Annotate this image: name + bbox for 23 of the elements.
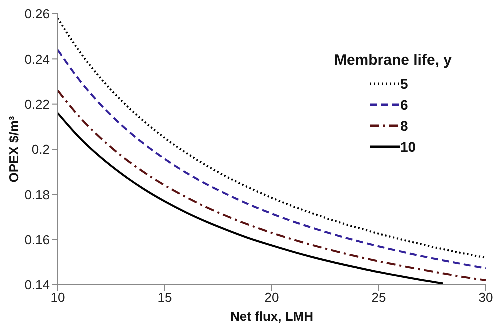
- y-tick-label: 0.22: [24, 96, 50, 112]
- legend-label: 8: [400, 118, 408, 134]
- line-series: [58, 90, 486, 282]
- y-tick-label: 0.16: [24, 232, 50, 248]
- y-tick-label: 0.2: [32, 142, 50, 158]
- legend-label: 10: [400, 138, 416, 154]
- x-tick-label: 10: [50, 290, 66, 306]
- y-tick-label: 0.14: [24, 278, 50, 293]
- line-series: [58, 18, 486, 259]
- legend-title: Membrane life, y: [334, 52, 452, 69]
- y-tick-label: 0.26: [24, 6, 50, 22]
- y-tick-label: 0.18: [24, 187, 50, 202]
- x-tick-label: 20: [264, 290, 280, 306]
- x-tick-label: 30: [478, 290, 494, 306]
- x-tick-label: 25: [372, 290, 386, 306]
- y-axis-title: OPEX $/m³: [6, 116, 22, 183]
- x-tick-label: 15: [158, 290, 172, 306]
- line-series: [58, 112, 444, 285]
- y-tick-label: 0.24: [24, 52, 50, 67]
- line-series: [58, 49, 486, 270]
- legend-label: 5: [400, 76, 408, 92]
- x-axis-title: Net flux, LMH: [230, 309, 314, 324]
- legend-label: 6: [400, 96, 408, 112]
